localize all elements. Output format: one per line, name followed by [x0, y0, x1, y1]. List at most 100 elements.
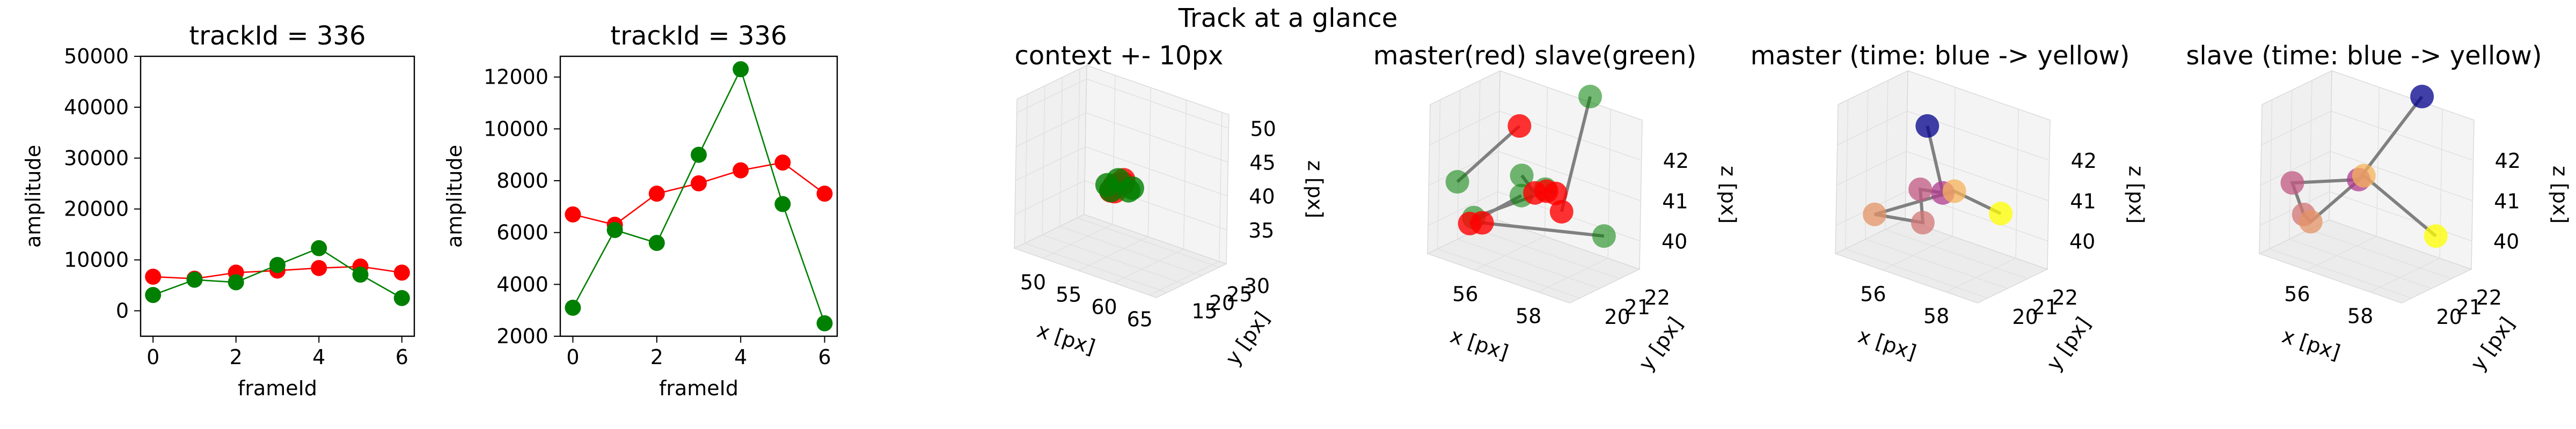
data-point [733, 61, 749, 78]
y-tick-label: 15 [1191, 300, 1217, 323]
plot-frame [140, 55, 415, 337]
chart-4: master(red) slave(green) 56 58x [px] 202122… [1373, 41, 1740, 375]
grid-line [2261, 110, 2331, 145]
z-tick-label: 35 [1248, 219, 1274, 242]
data-point [565, 299, 581, 316]
data-point [691, 175, 707, 191]
grid-line [2289, 239, 2432, 289]
data-point [733, 162, 749, 179]
y-tick-label: 22 [2052, 286, 2078, 309]
grid-line [1085, 146, 1228, 197]
grid-line [1428, 191, 1498, 226]
grid-line [1836, 151, 1907, 186]
grid-line [1865, 239, 2008, 289]
grid-line [1024, 94, 1028, 243]
z-tick-label: 42 [2495, 149, 2521, 173]
data-point [1121, 176, 1144, 200]
data-point [352, 267, 369, 283]
y-tick-label: 20000 [64, 197, 129, 221]
chart-title: master(red) slave(green) [1373, 41, 1696, 71]
grid-line [2289, 90, 2293, 240]
chart-title: trackId = 336 [189, 21, 365, 51]
side-pane [1835, 70, 1908, 255]
x-tick-label: 4 [312, 345, 325, 369]
x-tick-label: 58 [1516, 305, 1541, 328]
grid-line [2269, 248, 2412, 299]
plot-frame [559, 55, 838, 337]
y-tick-label: 20 [2436, 305, 2462, 329]
data-point [1863, 202, 1887, 226]
grid-line [1885, 229, 2028, 279]
chart-title: trackId = 336 [610, 21, 787, 51]
grid-line [1219, 112, 1223, 262]
data-point [1578, 85, 1602, 109]
data-point [1989, 202, 2013, 226]
grid-line [2329, 191, 2472, 242]
grid-line [2331, 110, 2473, 161]
y-tick-label: 21 [1624, 295, 1650, 319]
grid-line [1544, 87, 1548, 236]
data-point [1911, 211, 1935, 235]
y-tick-label: 22 [2476, 286, 2502, 309]
x-tick-label: 2 [650, 345, 663, 369]
grid-line [1015, 146, 1086, 181]
x-tick-label: 55 [1056, 283, 1081, 306]
data-point [606, 221, 623, 238]
grid-line [1059, 226, 1202, 276]
y-tick-label: 50000 [64, 45, 129, 68]
grid-line [2369, 257, 2440, 293]
y-axis-label: y [px] [2466, 313, 2520, 375]
grid-line [1429, 110, 1499, 145]
grid-line [2376, 87, 2380, 236]
grid-line [1845, 99, 1849, 249]
z-axis-label: z [px] [2125, 166, 2148, 224]
data-point [2299, 210, 2323, 234]
data-point [2410, 85, 2434, 109]
x-tick-label: 4 [734, 345, 747, 369]
data-point [565, 206, 581, 223]
pair-connector [1456, 124, 1521, 183]
z-axis-label: z [px] [1717, 166, 1740, 224]
z-tick-label: 40 [2069, 230, 2095, 253]
figure-suptitle: Track at a glance [1178, 3, 1398, 33]
grid-line [2015, 109, 2019, 258]
y-tick-label: 2000 [496, 324, 548, 348]
x-axis-label: x [px] [1034, 319, 1098, 359]
x-tick-label: 56 [1860, 283, 1886, 306]
chart-title: slave (time: blue -> yellow) [2186, 41, 2542, 71]
grid-line [2330, 151, 2473, 201]
x-tick-label: 6 [396, 345, 408, 369]
z-tick-label: 42 [2071, 149, 2097, 173]
z-tick-label: 50 [1250, 117, 1276, 140]
x-tick-label: 6 [818, 345, 831, 369]
chart-title: master (time: blue -> yellow) [1751, 41, 2130, 71]
z-tick-label: 41 [1662, 189, 1688, 213]
data-point [1549, 199, 1574, 224]
grid-line [1183, 100, 1187, 249]
grid-line [1837, 110, 1907, 145]
z-axis-label: z [px] [2549, 166, 2572, 224]
grid-line [1883, 236, 1953, 271]
z-tick-label: 42 [1663, 149, 1689, 173]
grid-line [1014, 180, 1085, 215]
y-tick-label: 10000 [484, 117, 548, 140]
y-tick-label: 40000 [64, 95, 129, 119]
z-axis-label: z [px] [1304, 160, 1327, 218]
x-axis-label: frameId [659, 376, 738, 400]
grid-line [1437, 99, 1441, 249]
chart-title: context +- 10px [1015, 41, 1224, 71]
x-tick-label: 50 [1020, 270, 1046, 294]
grid-line [1477, 80, 1481, 230]
x-tick-label: 58 [1923, 305, 1949, 328]
grid-line [1059, 77, 1063, 227]
data-point [145, 287, 162, 304]
x-axis-label: x [px] [1447, 324, 1511, 365]
x-tick-label: 0 [147, 345, 159, 369]
grid-line [1024, 242, 1167, 293]
z-tick-label: 40 [2493, 230, 2519, 253]
data-point [1458, 211, 1482, 235]
x-tick-label: 60 [1091, 295, 1117, 319]
z-tick-label: 45 [1249, 151, 1275, 174]
data-point [816, 186, 833, 202]
y-tick-label: 30000 [64, 146, 129, 170]
